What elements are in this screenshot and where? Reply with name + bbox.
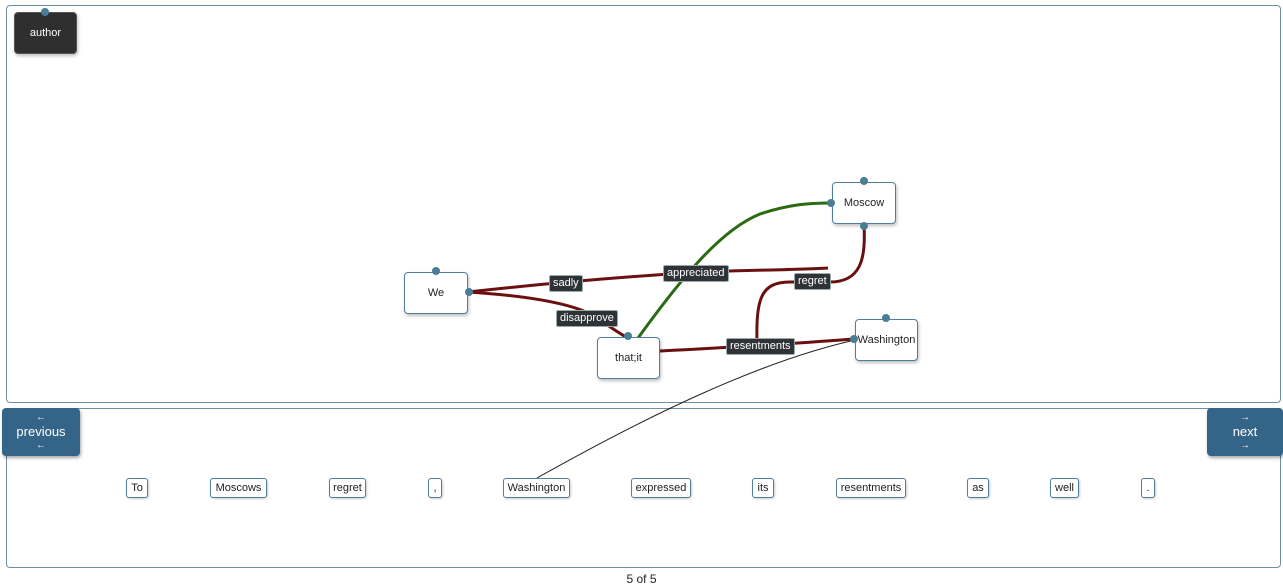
left-arrow-icon: ← xyxy=(36,412,46,423)
node-we[interactable]: We xyxy=(404,272,468,314)
author-handle[interactable] xyxy=(41,8,49,16)
node-moscow-handle[interactable] xyxy=(860,177,868,185)
token-period[interactable]: . xyxy=(1141,478,1155,498)
edge-label-resentments[interactable]: resentments xyxy=(726,338,795,355)
token-expressed[interactable]: expressed xyxy=(631,478,691,498)
node-moscow-port-left[interactable] xyxy=(827,199,835,207)
previous-button[interactable]: ← previous ← xyxy=(2,408,80,456)
token-resentments[interactable]: resentments xyxy=(836,478,906,498)
token-well[interactable]: well xyxy=(1050,478,1079,498)
token-as[interactable]: as xyxy=(967,478,989,498)
previous-label: previous xyxy=(16,424,66,439)
next-button[interactable]: → next → xyxy=(1207,408,1283,456)
node-moscow-port-bottom[interactable] xyxy=(860,222,868,230)
right-arrow-icon: → xyxy=(1240,412,1250,423)
node-thatit[interactable]: that;it xyxy=(597,337,660,379)
node-washington-handle[interactable] xyxy=(882,314,890,322)
node-we-handle[interactable] xyxy=(432,267,440,275)
left-arrow-icon: ← xyxy=(36,440,46,451)
edge-label-sadly[interactable]: sadly xyxy=(549,275,583,292)
token-washington[interactable]: Washington xyxy=(503,478,570,498)
node-moscow[interactable]: Moscow xyxy=(832,182,896,224)
token-to[interactable]: To xyxy=(126,478,148,498)
token-moscows[interactable]: Moscows xyxy=(210,478,267,498)
page-indicator: 5 of 5 xyxy=(626,572,657,586)
edge-label-disapprove[interactable]: disapprove xyxy=(556,310,618,327)
node-washington-port[interactable] xyxy=(850,335,858,343)
token-comma[interactable]: , xyxy=(428,478,442,498)
edge-label-regret[interactable]: regret xyxy=(794,273,831,290)
edge-label-appreciated[interactable]: appreciated xyxy=(663,265,729,282)
node-thatit-handle[interactable] xyxy=(624,332,632,340)
node-washington[interactable]: Washington xyxy=(855,319,918,361)
right-arrow-icon: → xyxy=(1240,440,1250,451)
next-label: next xyxy=(1232,424,1258,439)
node-we-port[interactable] xyxy=(465,288,473,296)
token-its[interactable]: its xyxy=(752,478,774,498)
token-regret[interactable]: regret xyxy=(329,478,366,498)
author-node[interactable]: author xyxy=(14,12,77,54)
